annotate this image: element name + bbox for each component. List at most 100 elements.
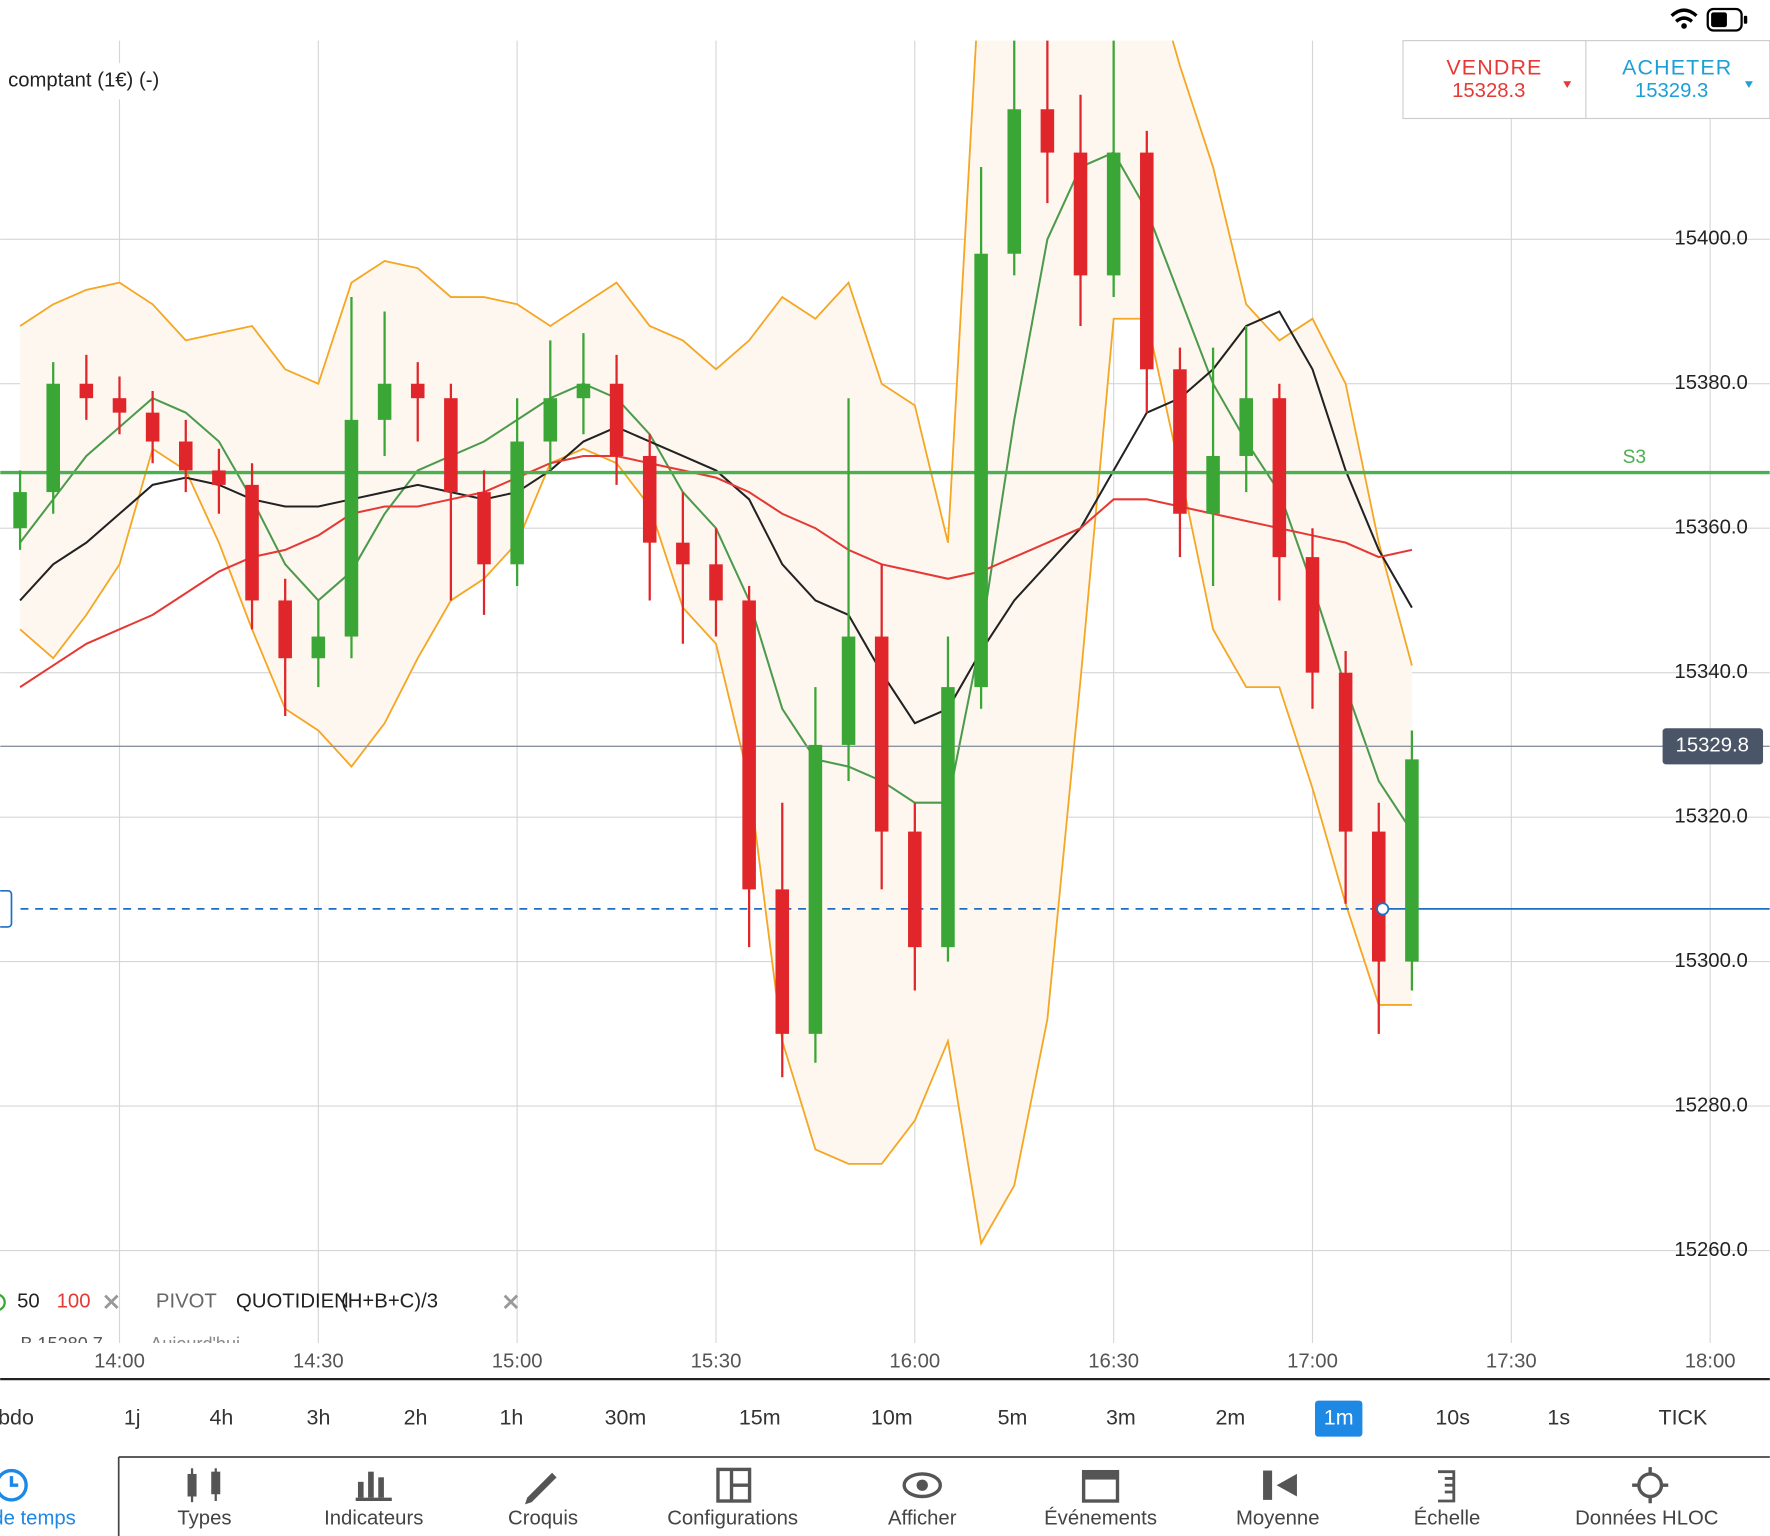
timeframe-button[interactable]: 10s [1435,1405,1470,1429]
candle-body [1206,455,1220,514]
toolbar-button[interactable]: Types [177,1507,231,1529]
axes: 15260.0 15280.0 15300.0 15320.0 15340.0 15360… [94,228,1764,1373]
timeframe-button[interactable]: 10m [871,1405,913,1429]
sell-button[interactable]: VENDRE 15328.3 [1446,55,1572,102]
timeframe-button[interactable]: 1s [1547,1405,1570,1429]
legend-item: QUOTIDIEN [236,1291,349,1313]
candle-body [1272,398,1287,558]
toolbar-button[interactable]: Afficher [888,1507,957,1529]
price-badge-label: 15329.8 [1676,735,1749,757]
buy-button[interactable]: ACHETER 15329.3 [1622,55,1753,102]
account-label: comptant (1€) (-) [8,70,159,92]
y-tick-label: 15340.0 [1674,661,1747,683]
legend-item: 50 [17,1291,40,1313]
candle-body [543,398,558,442]
buy-price[interactable]: 15329.3 [1635,80,1708,102]
timeframe-button[interactable]: 1h [500,1405,524,1429]
candle-body [410,383,425,399]
legend-item: (H+B+C)/3 [341,1291,438,1313]
timeframe-button[interactable]: 2h [404,1405,428,1429]
candle-body [278,600,292,659]
candle-body [444,398,458,493]
toolbar-button[interactable]: de temps [0,1507,76,1529]
timeframe-button[interactable]: 30m [605,1405,647,1429]
timeframe-button[interactable]: 3m [1106,1405,1136,1429]
timeframe-button[interactable]: 1m [1324,1405,1354,1429]
candle-body [1040,109,1055,153]
y-tick-label: 15320.0 [1674,806,1747,828]
timeframe-selected[interactable] [1314,1400,1363,1437]
candle-body [1106,152,1121,276]
candle-body [642,455,657,543]
plot: S3 [0,40,1770,1246]
toolbar-button[interactable]: Échelle [1414,1506,1481,1529]
x-tick-label: 15:00 [492,1351,543,1373]
toolbar-button[interactable]: Événements [1044,1506,1157,1529]
candle-body [477,492,491,565]
candle-body [1073,152,1088,276]
toolbar-button[interactable]: Moyenne [1236,1507,1320,1529]
price-badge [1662,728,1764,765]
toolbar-button[interactable]: Configurations [667,1507,798,1529]
y-tick-label: 15400.0 [1674,228,1747,250]
y-tick-label: 15300.0 [1674,950,1747,972]
legend-item: PIVOT [156,1291,217,1313]
buy-arrow[interactable] [1744,81,1753,89]
s3-label: S3 [1623,447,1646,468]
candle-body [742,600,756,890]
candle-body [1173,369,1187,514]
timeframe-button[interactable]: 3h [307,1405,331,1429]
candle-body [775,889,790,1034]
toolbar-button[interactable]: Indicateurs [324,1507,423,1529]
timeframe-button[interactable]: 1j [124,1405,141,1429]
candle-body [344,419,359,637]
close-icon[interactable] [503,1294,519,1310]
band-upper [19,40,1413,666]
band-fill [20,40,1412,1244]
trade-box: VENDRE 15328.3 ACHETER 15329.3 [1402,40,1770,120]
candle-body [212,470,226,485]
candle-body [1405,759,1419,962]
candle-body [145,412,160,442]
timeframe-button[interactable]: 5m [998,1405,1028,1429]
toolbar-button[interactable]: Croquis [508,1507,578,1529]
status-icons [1670,7,1748,32]
toolbar-icons [0,1467,1669,1505]
candle-body [1140,152,1154,370]
timeframe-button[interactable]: TICK [1658,1405,1708,1429]
x-tick-label: 15:30 [691,1351,742,1373]
order-marker [1376,902,1390,916]
close-icon[interactable] [104,1294,119,1310]
sell-price[interactable]: 15328.3 [1452,80,1525,102]
candle-body [1305,557,1320,673]
x-tick-label: 18:00 [1685,1351,1736,1373]
sell-label[interactable]: VENDRE [1446,55,1542,79]
timeframe-button[interactable]: bdo [0,1405,34,1429]
x-tick-label: 17:00 [1287,1351,1338,1373]
legend-item: 100 [57,1291,91,1313]
sell-arrow[interactable] [1563,81,1572,89]
candle-body [676,542,690,565]
y-tick-label: 15360.0 [1674,517,1747,539]
toolbar-button[interactable]: Données HLOC [1575,1507,1718,1529]
x-tick-label: 17:30 [1486,1351,1537,1373]
timeframe-button[interactable]: 2m [1215,1405,1245,1429]
x-tick-label: 14:00 [94,1351,145,1373]
buy-label[interactable]: ACHETER [1622,55,1732,79]
x-tick-label: 14:30 [293,1351,344,1373]
candle-body [13,492,27,529]
candle-body [79,383,94,399]
timeframe-button[interactable]: 4h [209,1405,233,1429]
x-tick-label: 16:30 [1088,1351,1139,1373]
candle-body [46,383,60,493]
y-tick-label: 15260.0 [1674,1239,1747,1261]
order-handle[interactable] [0,889,13,928]
candle-body [311,636,326,659]
pivot-value: B 15280.7 [21,1334,103,1354]
candle-body [510,441,524,565]
timeframe-button[interactable]: 15m [739,1405,781,1429]
candle-body [112,398,127,413]
candle-body [576,383,591,399]
